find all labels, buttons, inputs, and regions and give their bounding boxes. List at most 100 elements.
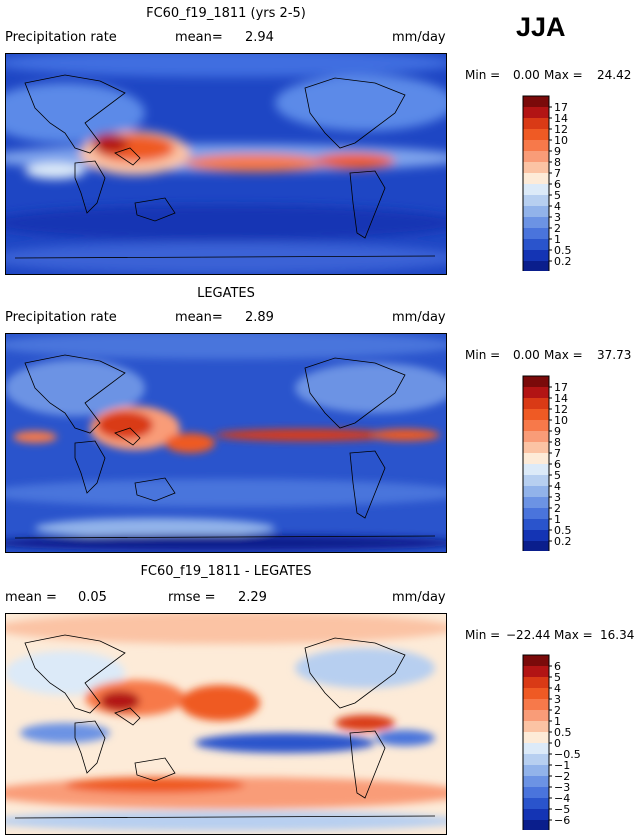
colorbar-tick-label: 8: [554, 436, 561, 449]
panel-3-units: mm/day: [392, 590, 446, 605]
colorbar-segment: [523, 820, 549, 830]
colorbar-tick-label: −1: [554, 759, 570, 772]
colorbar-tick-label: 0: [554, 737, 561, 750]
panel-3-min-value: −22.44: [506, 628, 551, 642]
panel-3-mean-label: mean =: [5, 590, 57, 605]
colorbar-tick-label: 1: [554, 513, 561, 526]
colorbar-segment: [523, 464, 549, 475]
panel-2-mean-value: 2.89: [245, 310, 274, 325]
colorbar-tick-label: −6: [554, 814, 570, 827]
colorbar-segment: [523, 162, 549, 173]
panel-2-mean-label: mean=: [175, 310, 223, 325]
colorbar-tick-label: 0.5: [554, 726, 572, 739]
colorbar-segment: [523, 743, 549, 754]
panel-3-map: [5, 613, 447, 835]
colorbar-segment: [523, 710, 549, 721]
colorbar-segment: [523, 754, 549, 765]
colorbar-segment: [523, 151, 549, 162]
colorbar-segment: [523, 129, 549, 140]
colorbar-tick-label: 8: [554, 156, 561, 169]
colorbar-tick-label: −4: [554, 792, 570, 805]
colorbar-tick-label: 3: [554, 693, 561, 706]
panel-2-max-label: Max =: [544, 348, 583, 362]
colorbar-segment: [523, 721, 549, 732]
colorbar-tick-label: 3: [554, 211, 561, 224]
colorbar-segment: [523, 519, 549, 530]
colorbar-segment: [523, 541, 549, 551]
colorbar-segment: [523, 118, 549, 129]
colorbar-segment: [523, 732, 549, 743]
colorbar-tick-label: 7: [554, 447, 561, 460]
colorbar-segment: [523, 420, 549, 431]
panel-1-mean-label: mean=: [175, 30, 223, 45]
colorbar-tick-label: 9: [554, 145, 561, 158]
panel-2-variable-label: Precipitation rate: [5, 310, 117, 325]
panel-1-variable-label: Precipitation rate: [5, 30, 117, 45]
colorbar-tick-label: −2: [554, 770, 570, 783]
colorbar-segment: [523, 486, 549, 497]
colorbar-tick-label: 6: [554, 660, 561, 673]
colorbar-segment: [523, 195, 549, 206]
colorbar-tick-label: 0.2: [554, 255, 572, 268]
colorbar-segment: [523, 261, 549, 271]
colorbar-tick-label: 4: [554, 200, 561, 213]
colorbar-tick-label: 12: [554, 123, 568, 136]
colorbar-tick-label: 6: [554, 178, 561, 191]
colorbar-tick-label: −3: [554, 781, 570, 794]
panel-3-mean-value: 0.05: [78, 590, 107, 605]
colorbar-segment: [523, 530, 549, 541]
colorbar-segment: [523, 409, 549, 420]
colorbar-tick-label: 6: [554, 458, 561, 471]
colorbar-segment: [523, 776, 549, 787]
colorbar-tick-label: 5: [554, 189, 561, 202]
colorbar-segment: [523, 398, 549, 409]
colorbar-segment: [523, 677, 549, 688]
colorbar-tick-label: 3: [554, 491, 561, 504]
colorbar-tick-label: 2: [554, 502, 561, 515]
panel-2-max-value: 37.73: [597, 348, 632, 362]
colorbar-tick-label: −5: [554, 803, 570, 816]
colorbar-tick-label: 7: [554, 167, 561, 180]
colorbar-segment: [523, 787, 549, 798]
colorbar-tick-label: 4: [554, 682, 561, 695]
colorbar-tick-label: 2: [554, 704, 561, 717]
colorbar-segment: [523, 442, 549, 453]
colorbar-tick-label: 10: [554, 134, 568, 147]
colorbar-tick-label: 0.2: [554, 535, 572, 548]
colorbar-segment: [523, 688, 549, 699]
colorbar-segment: [523, 798, 549, 809]
colorbar-segment: [523, 107, 549, 118]
colorbar-segment: [523, 206, 549, 217]
colorbar-tick-label: 10: [554, 414, 568, 427]
colorbar-tick-label: 9: [554, 425, 561, 438]
colorbar-tick-label: 5: [554, 469, 561, 482]
panel-1-max-label: Max =: [544, 68, 583, 82]
panel-3-max-value: 16.34: [600, 628, 635, 642]
season-label: JJA: [516, 12, 566, 42]
colorbar-segment: [523, 765, 549, 776]
panel-1-units: mm/day: [392, 30, 446, 45]
panel-2-map: [5, 333, 447, 553]
colorbar-segment: [523, 250, 549, 261]
colorbar-segment: [523, 217, 549, 228]
panel-3-min-label: Min =: [465, 628, 501, 642]
colorbar-segment: [523, 655, 549, 666]
colorbar-tick-label: 4: [554, 480, 561, 493]
colorbar-tick-label: −0.5: [554, 748, 581, 761]
panel-1-min-label: Min =: [465, 68, 501, 82]
panel-2-min-value: 0.00: [513, 348, 540, 362]
colorbar-segment: [523, 184, 549, 195]
colorbar-segment: [523, 376, 549, 387]
colorbar-tick-label: 14: [554, 392, 568, 405]
panel-3-rmse-label: rmse =: [168, 590, 216, 605]
colorbar-tick-label: 0.5: [554, 244, 572, 257]
colorbar-segment: [523, 666, 549, 677]
colorbar-segment: [523, 239, 549, 250]
colorbar-segment: [523, 497, 549, 508]
colorbar-tick-label: 2: [554, 222, 561, 235]
panel-1-max-value: 24.42: [597, 68, 632, 82]
colorbar-tick-label: 17: [554, 101, 568, 114]
